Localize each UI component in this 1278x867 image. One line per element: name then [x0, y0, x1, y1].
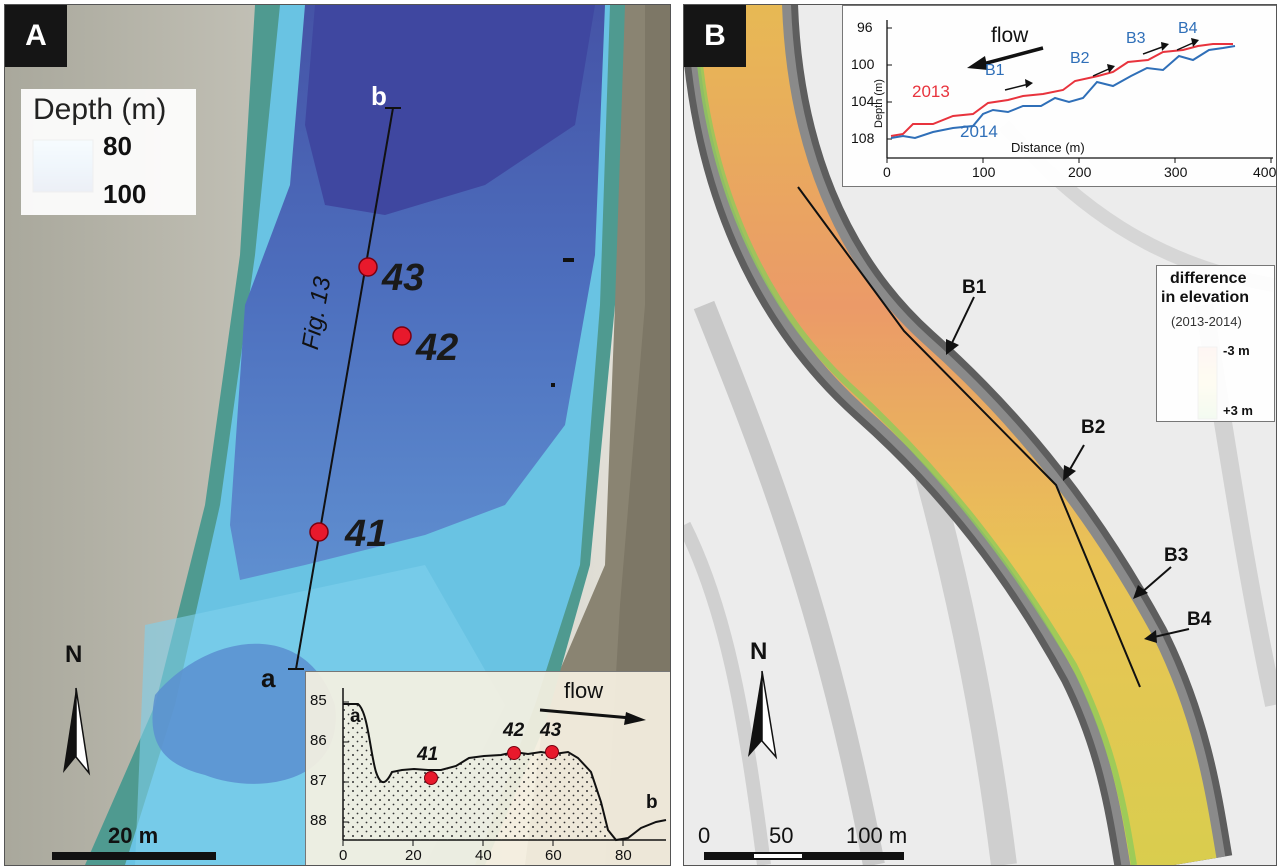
inset-a-site-43: 43 [540, 720, 562, 741]
inset-a-xtick-40: 40 [475, 847, 492, 864]
inset-a-site-41: 41 [417, 744, 439, 765]
map-label-b3: B3 [1164, 545, 1189, 566]
depth-profile-chart [886, 20, 1273, 163]
inset-a-xtick-0: 0 [339, 847, 348, 864]
inset-b-ytick-100: 100 [851, 56, 875, 72]
depth-legend-title: Depth (m) [33, 93, 167, 126]
inset-marker-b1: B1 [985, 62, 1005, 79]
map-label-b4: B4 [1187, 609, 1212, 630]
inset-a-xtick-60: 60 [545, 847, 562, 864]
inset-a-ytick-87: 87 [310, 772, 327, 789]
scale-end: 100 m [846, 823, 908, 848]
diff-legend-neg: -3 m [1223, 343, 1250, 358]
bathymetry-background [5, 5, 670, 865]
inset-a-ytick-85: 85 [310, 692, 327, 709]
scale-zero: 0 [698, 823, 711, 848]
map-label-b1: B1 [962, 277, 987, 298]
inset-a-site-42: 42 [503, 720, 525, 741]
north-label-a: N [65, 641, 83, 668]
site-label-41: 41 [345, 513, 388, 555]
inset-b-xtick-100: 100 [972, 164, 996, 180]
inset-b-ytick-108: 108 [851, 130, 875, 146]
depth-legend [21, 89, 196, 215]
inset-b-xlabel: Distance (m) [1011, 140, 1085, 155]
profile-end-a: a [261, 663, 276, 693]
panel-b-tag: B [684, 5, 746, 67]
panel-b-elevation-difference-map: B difference in elevation (2013-2014) -3… [683, 4, 1277, 866]
hillshade-background [684, 5, 1276, 865]
inset-a-flow-label: flow [564, 678, 604, 703]
profile-inset: 85 86 87 88 0 20 40 60 80 a b 41 42 43 f… [305, 671, 670, 865]
panel-a-bathymetry-map: A Depth (m) 80 100 b a Fig. 13 41 42 43 … [4, 4, 671, 866]
north-label-b: N [750, 638, 768, 665]
inset-b-xtick-0: 0 [883, 164, 891, 180]
inset-a-xtick-20: 20 [405, 847, 422, 864]
diff-legend-title-2: in elevation [1161, 289, 1250, 306]
inset-b-xtick-300: 300 [1164, 164, 1188, 180]
inset-b-ylabel: Depth (m) [873, 79, 885, 128]
depth-legend-max: 80 [103, 131, 132, 161]
depth-profile-inset: 96 100 104 108 0 100 200 300 400 Depth (… [842, 5, 1277, 187]
diff-legend-pos: +3 m [1223, 403, 1253, 418]
inset-a-xtick-80: 80 [615, 847, 632, 864]
inset-b-ytick-96: 96 [857, 19, 873, 35]
site-label-43: 43 [382, 257, 425, 299]
scale-mid: 50 [769, 823, 794, 848]
diff-legend-period: (2013-2014) [1171, 314, 1242, 329]
series-label-2013: 2013 [912, 82, 950, 101]
inset-b-flow-label: flow [991, 24, 1029, 47]
profile-end-b: b [371, 81, 387, 111]
inset-b-ytick-104: 104 [851, 93, 875, 109]
series-label-2014: 2014 [960, 122, 998, 141]
diff-legend-title-1: difference [1170, 270, 1247, 287]
map-label-b2: B2 [1081, 417, 1106, 438]
inset-b-xtick-400: 400 [1253, 164, 1277, 180]
inset-b-xtick-200: 200 [1068, 164, 1092, 180]
inset-marker-b4: B4 [1178, 20, 1198, 37]
site-label-42: 42 [416, 327, 459, 369]
inset-marker-b3: B3 [1126, 30, 1146, 47]
inset-a-end-b: b [646, 792, 658, 813]
panel-a-tag: A [5, 5, 67, 67]
inset-a-end-a: a [350, 706, 361, 727]
scale-bar-label-a: 20 m [108, 823, 159, 848]
inset-marker-b2: B2 [1070, 50, 1090, 67]
profile-inset-chart [342, 688, 667, 846]
inset-a-ytick-86: 86 [310, 732, 327, 749]
depth-legend-min: 100 [103, 179, 147, 209]
inset-a-ytick-88: 88 [310, 812, 327, 829]
elevation-difference-legend [1156, 265, 1275, 422]
